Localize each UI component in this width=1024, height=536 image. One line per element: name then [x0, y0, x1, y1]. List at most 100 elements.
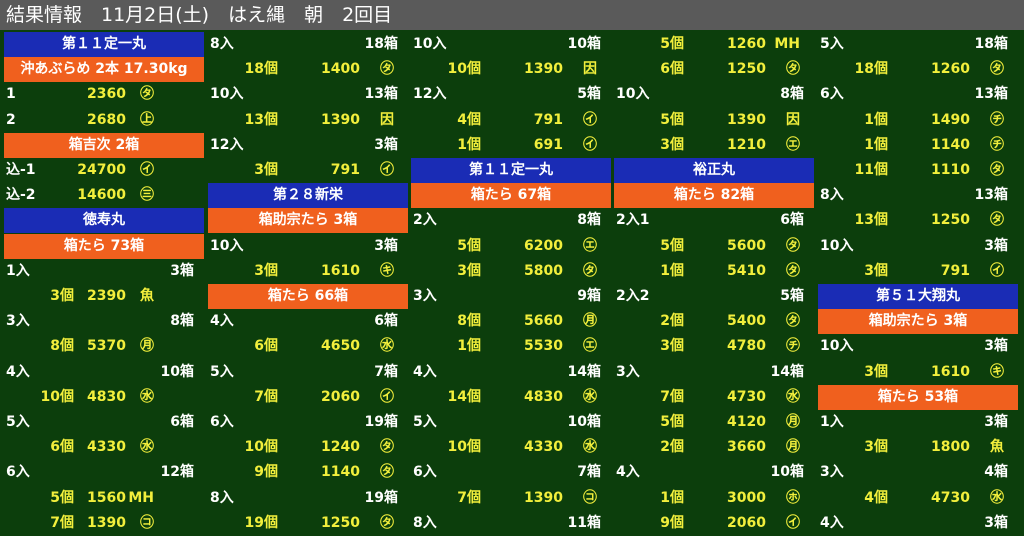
product-header: 箱助宗たら 3箱	[818, 309, 1018, 335]
buyer-mark-icon: ㋙	[140, 514, 154, 531]
lot-row: 6入 7箱	[411, 460, 611, 485]
piece-count: 5個	[660, 111, 684, 128]
price-row: 3個 791 ㋑	[818, 259, 1018, 284]
piece-count: 1個	[660, 262, 684, 279]
price-row: 2個 5400 ㋟	[614, 309, 814, 334]
buyer-mark-icon: ㋑	[380, 388, 394, 405]
lot-row: 8入 11箱	[411, 511, 611, 536]
price-value: 2060	[321, 388, 360, 405]
piece-count: 18個	[854, 61, 888, 78]
lot-size: 6入	[210, 414, 234, 430]
price-value: 1250	[931, 212, 970, 229]
price-row: 14個 4830 ㊌	[411, 385, 611, 410]
piece-count: 5個	[660, 36, 684, 52]
buyer-mark-icon: ㋖	[380, 262, 394, 279]
piece-count: 5個	[660, 237, 684, 254]
price-value: 1490	[931, 111, 970, 128]
price-value: 1610	[931, 363, 970, 380]
price-value: 791	[940, 262, 970, 279]
buyer-mark-icon: ㋠	[990, 111, 1004, 128]
lot-size: 5入	[6, 414, 30, 430]
piece-count: 10個	[244, 439, 278, 456]
box-count: 13箱	[364, 86, 398, 103]
lot-size: 4入	[616, 464, 640, 481]
buyer-mark-icon: ㊌	[583, 388, 597, 405]
vessel-header: 第５１大翔丸	[818, 284, 1018, 309]
lot-row: 5入 10箱	[411, 410, 611, 435]
price-row: 10個 4330 ㊌	[411, 435, 611, 460]
vessel-header: 裕正丸	[614, 158, 814, 183]
buyer-mark-icon: ㋑	[786, 514, 800, 531]
lot-size: 2入2	[616, 288, 650, 304]
lot-row: 2入2 5箱	[614, 284, 814, 309]
box-count: 8箱	[577, 212, 601, 229]
buyer-mark-icon: ㋟	[990, 61, 1004, 78]
box-count: 19箱	[364, 489, 398, 506]
piece-count: 1個	[457, 338, 481, 355]
price-row: 6個 1250 ㋟	[614, 57, 814, 82]
price-row: 1個 1140 ㋠	[818, 133, 1018, 158]
price-value: 1210	[727, 136, 766, 153]
price-row: 1個 5410 ㋟	[614, 259, 814, 284]
box-count: 12箱	[160, 464, 194, 481]
price-value: 5800	[524, 262, 563, 279]
price-value: 2360	[87, 86, 126, 103]
buyer-mark-icon: ㊌	[140, 439, 154, 456]
price-value: 1390	[321, 111, 360, 128]
price-row: 1個 1490 ㋠	[818, 108, 1018, 133]
piece-count: 7個	[660, 388, 684, 405]
price-row: 3個 1610 ㋖	[208, 259, 408, 284]
lot-row: 5入 6箱	[4, 410, 204, 435]
price-value: 791	[533, 111, 563, 128]
price-value: 1400	[321, 61, 360, 78]
lot-row: 3入 4箱	[818, 460, 1018, 485]
price-row: 7個 2060 ㋑	[208, 385, 408, 410]
buyer-mark-icon: ㋠	[990, 136, 1004, 153]
price-row: 3個 2390 魚	[4, 284, 204, 309]
price-value: 3660	[727, 439, 766, 456]
box-count: 3箱	[984, 237, 1008, 254]
price-value: 1260	[931, 61, 970, 78]
price-row: 4個 791 ㋑	[411, 108, 611, 133]
box-count: 7箱	[374, 363, 398, 380]
price-row: 9個 2060 ㋑	[614, 511, 814, 536]
lot-size: 8入	[413, 514, 437, 531]
price-row: 3個 791 ㋑	[208, 158, 408, 183]
piece-count: 7個	[254, 388, 278, 405]
vessel-header: 第２８新栄	[208, 183, 408, 209]
box-count: 19箱	[364, 414, 398, 430]
piece-count: 10個	[447, 439, 481, 456]
price-row: 8個 5660 ㊊	[411, 309, 611, 334]
buyer-mark-icon: ㋟	[380, 61, 394, 78]
box-count: 18箱	[974, 36, 1008, 52]
box-count: 13箱	[974, 187, 1008, 204]
price-value: 2390	[87, 288, 126, 304]
piece-count: 18個	[244, 61, 278, 78]
price-value: 14600	[77, 187, 126, 204]
product-header: 箱たら 73箱	[4, 233, 204, 259]
piece-count: 10個	[447, 61, 481, 78]
price-value: 1250	[321, 514, 360, 531]
price-value: 2680	[87, 111, 126, 128]
piece-count: 6個	[254, 338, 278, 355]
piece-count: 2個	[660, 313, 684, 330]
price-value: 4650	[321, 338, 360, 355]
box-count: 9箱	[577, 288, 601, 304]
lot-size: 3入	[616, 363, 640, 380]
price-value: 5660	[524, 313, 563, 330]
box-count: 10箱	[567, 36, 601, 52]
lot-size: 10入	[820, 338, 854, 355]
lot-size: 8入	[210, 489, 234, 506]
piece-count: 3個	[254, 262, 278, 279]
price-row: 5個 1390 因	[614, 108, 814, 133]
price-row: 1 2360 ㋟	[4, 82, 204, 107]
buyer-mark-icon: ㊌	[380, 338, 394, 355]
piece-count: 13個	[244, 111, 278, 128]
piece-count: 9個	[254, 464, 278, 481]
product-header: 箱たら 53箱	[818, 384, 1018, 410]
page-title: 結果情報 11月2日(土) はえ縄 朝 2回目	[0, 0, 1024, 30]
piece-count: 8個	[457, 313, 481, 330]
box-count: 3箱	[170, 262, 194, 279]
price-value: 1140	[321, 464, 360, 481]
lot-size: 4入	[210, 313, 234, 330]
